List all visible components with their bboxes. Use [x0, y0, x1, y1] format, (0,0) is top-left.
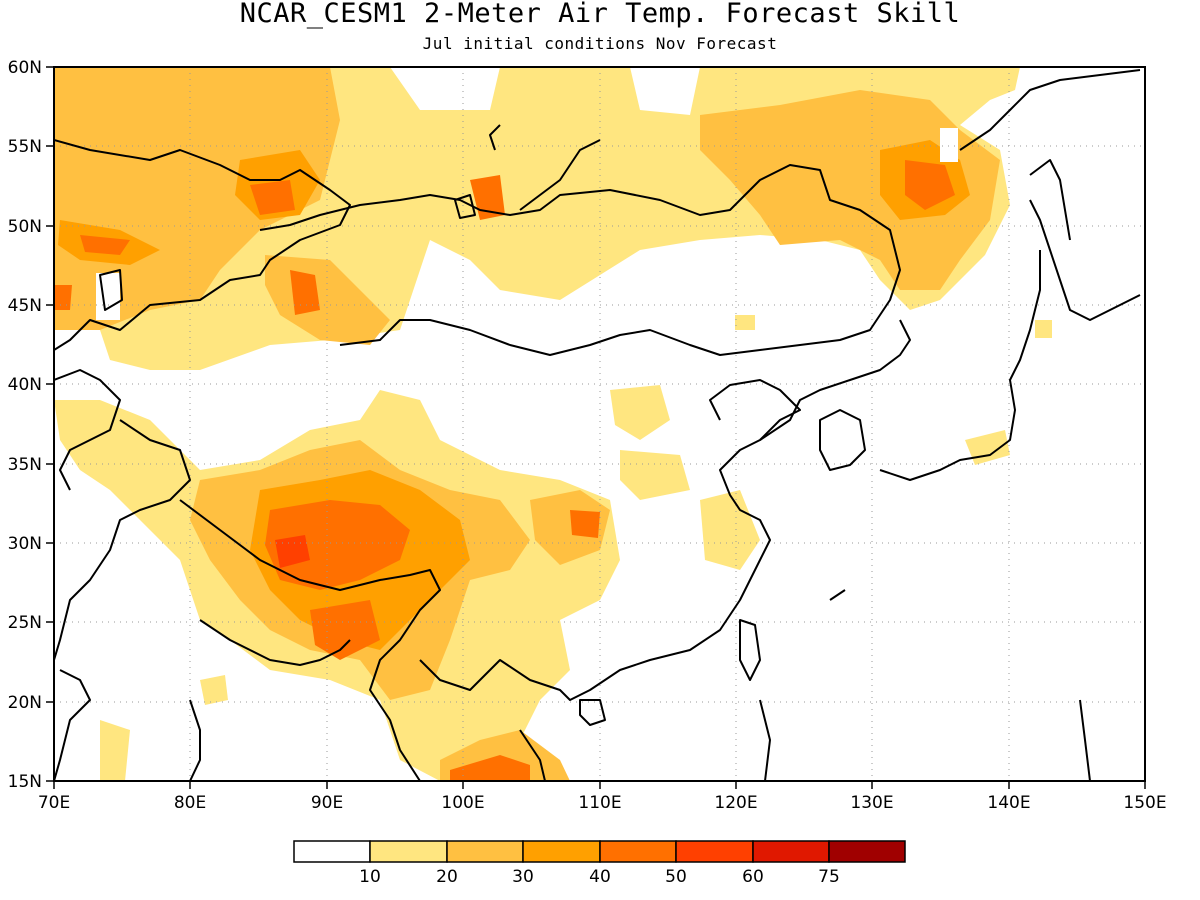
skill-region-40 — [570, 510, 600, 538]
map-title: NCAR_CESM1 2-Meter Air Temp. Forecast Sk… — [239, 0, 961, 29]
lon-tick-label: 140E — [987, 793, 1030, 813]
skill-region-10 — [620, 450, 690, 500]
lon-tick-label: 70E — [38, 793, 70, 813]
lat-tick-label: 15N — [8, 772, 42, 792]
skill-region-50 — [275, 535, 310, 568]
skill-region-10 — [735, 315, 755, 330]
lon-tick-label: 120E — [714, 793, 757, 813]
lon-tick-label: 80E — [174, 793, 206, 813]
lat-tick-label: 25N — [8, 613, 42, 633]
lat-tick-label: 40N — [8, 375, 42, 395]
skill-region-40 — [310, 600, 380, 660]
skill-region-40 — [54, 285, 72, 310]
colorbar-box — [828, 840, 906, 863]
map-subtitle: Jul initial conditions Nov Forecast — [422, 34, 778, 53]
map-gridlines — [54, 67, 1145, 781]
lat-tick-label: 60N — [8, 58, 42, 78]
lon-tick-label: 130E — [850, 793, 893, 813]
colorbar-label: 20 — [436, 867, 458, 887]
skill-region-40 — [80, 235, 130, 255]
coastlines — [54, 69, 1141, 781]
lon-tick-label: 90E — [311, 793, 343, 813]
lon-tick-labels: 70E 80E 90E 100E 110E 120E 130E 140E 150… — [38, 793, 1167, 813]
lat-tick-label: 30N — [8, 534, 42, 554]
skill-region-10 — [965, 430, 1010, 465]
skill-shading — [54, 67, 1052, 781]
skill-region-20 — [700, 90, 1000, 290]
colorbar-box — [369, 840, 448, 863]
skill-region-20 — [530, 490, 610, 565]
lat-tick-label: 55N — [8, 137, 42, 157]
lat-tick-label: 50N — [8, 217, 42, 237]
lon-tick-label: 100E — [441, 793, 484, 813]
skill-region-40 — [290, 270, 320, 315]
colorbar-box — [293, 840, 371, 863]
colorbar-box — [446, 840, 524, 863]
skill-region-10 — [700, 490, 760, 570]
colorbar-label: 50 — [665, 867, 687, 887]
lat-tick-label: 45N — [8, 296, 42, 316]
skill-region-40 — [905, 160, 955, 210]
colorbar-label: 60 — [742, 867, 764, 887]
skill-region-40 — [450, 755, 530, 781]
skill-region-10 — [100, 720, 130, 781]
lon-tick-label: 110E — [578, 793, 621, 813]
lat-tick-label: 35N — [8, 455, 42, 475]
colorbar-label: 40 — [589, 867, 611, 887]
colorbar: 10 20 30 40 50 60 75 — [293, 840, 906, 887]
colorbar-box — [522, 840, 601, 863]
colorbar-label: 10 — [359, 867, 381, 887]
skill-region-40 — [265, 500, 410, 590]
skill-region-10 — [1035, 320, 1052, 338]
colorbar-box — [675, 840, 754, 863]
axis-ticks — [46, 66, 1146, 789]
skill-region-10 — [200, 675, 228, 705]
colorbar-label: 75 — [818, 867, 840, 887]
skill-region-10 — [610, 385, 670, 440]
lat-tick-label: 20N — [8, 693, 42, 713]
colorbar-box — [752, 840, 830, 863]
lat-tick-labels: 60N 55N 50N 45N 40N 35N 30N 25N 20N 15N — [8, 58, 42, 792]
lon-tick-label: 150E — [1123, 793, 1166, 813]
skill-region-40 — [250, 180, 295, 215]
colorbar-label: 30 — [512, 867, 534, 887]
colorbar-box — [599, 840, 677, 863]
